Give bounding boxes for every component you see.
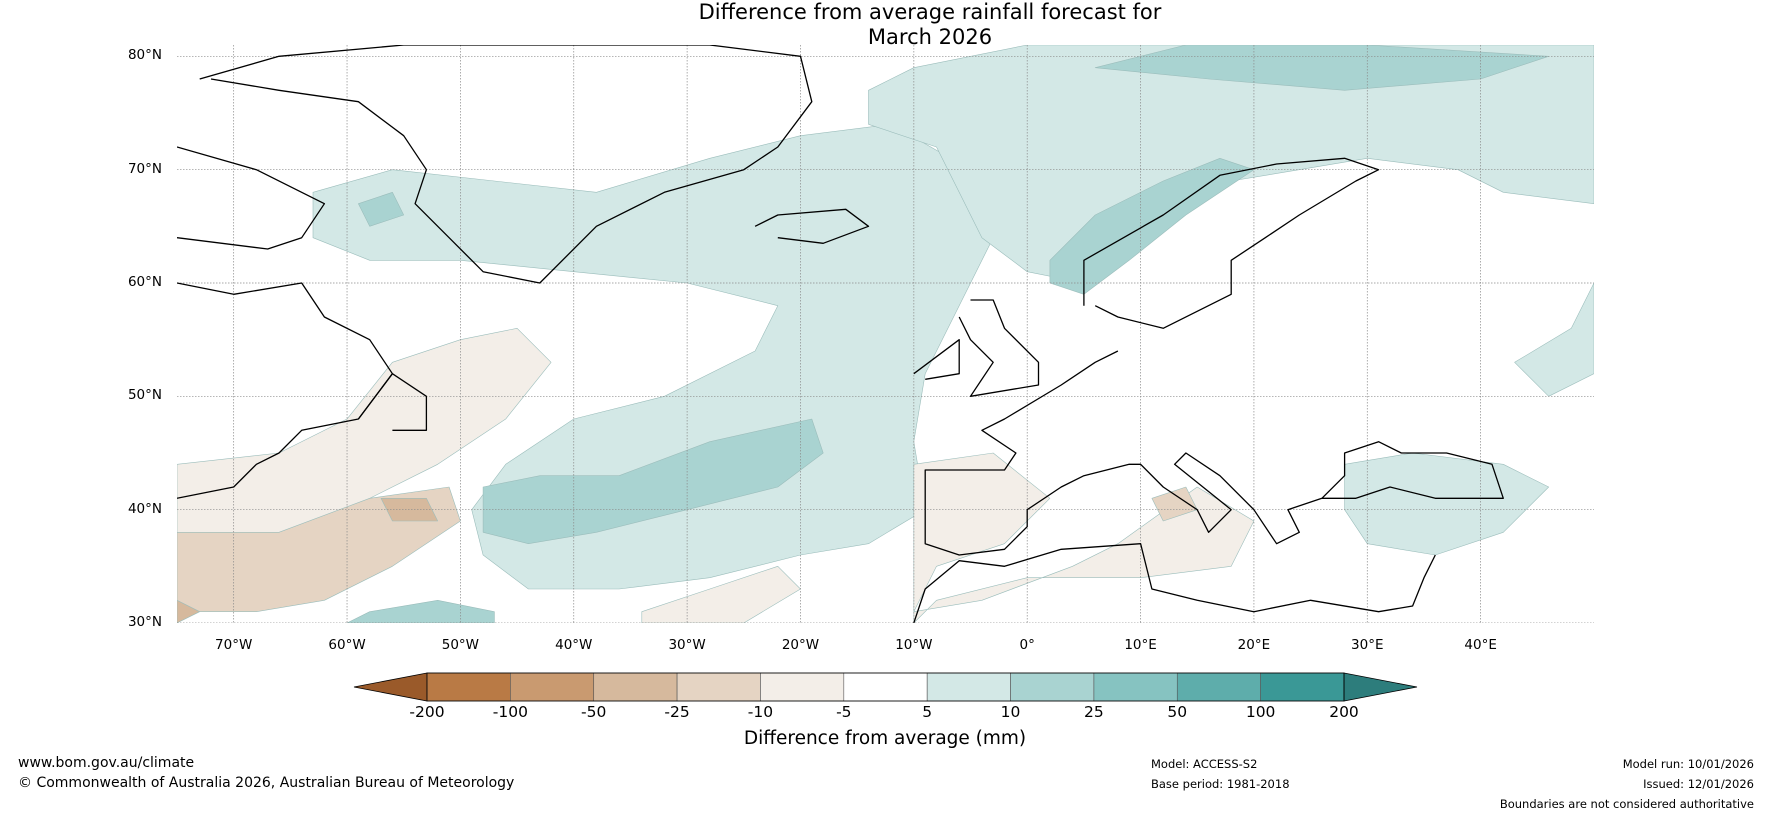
- footer-issued: Issued: 12/01/2026: [1643, 777, 1754, 791]
- colorbar-tick-label: -5: [836, 703, 852, 721]
- colorbar-tick-label: 50: [1167, 703, 1188, 721]
- colorbar-tick-label: -25: [664, 703, 690, 721]
- latitude-label: 70°N: [127, 160, 162, 177]
- coastline-north-africa-coast: [913, 543, 1436, 623]
- anomaly-region-atlantic-wet-south: [346, 599, 495, 623]
- colorbar-tick-label: 5: [922, 703, 933, 721]
- anomaly-regions: [177, 45, 1594, 623]
- longitude-label: 10°E: [1124, 637, 1157, 653]
- colorbar-tick-label: 200: [1329, 703, 1359, 721]
- anomaly-region-western-atlantic-dry-south: [177, 599, 200, 623]
- colorbar-tick-label: -100: [492, 703, 528, 721]
- gridlines: [177, 45, 1594, 623]
- colorbar-segment: [1093, 672, 1178, 702]
- latitude-label: 40°N: [127, 500, 162, 517]
- longitude-label: 40°E: [1464, 637, 1497, 653]
- longitude-label: 20°W: [781, 637, 820, 653]
- colorbar-segment: [676, 672, 761, 702]
- coastline-scandinavia-coast: [1083, 157, 1380, 329]
- colorbar-frame: [426, 672, 1345, 702]
- colorbar-tick-label: 100: [1245, 703, 1276, 721]
- longitude-label: 30°W: [668, 637, 706, 653]
- coastline-greenland: [199, 45, 813, 284]
- colorbar-segment: [1176, 672, 1261, 702]
- footer-model-run: Model run: 10/01/2026: [1622, 757, 1754, 771]
- longitude-label: 30°E: [1351, 637, 1384, 653]
- colorbar-tick-label: 10: [1000, 703, 1021, 721]
- colorbar-segment: [593, 672, 678, 702]
- footer-copyright: © Commonwealth of Australia 2026, Austra…: [18, 775, 515, 791]
- anomaly-region-central-atlantic-wet: [482, 418, 824, 545]
- coastline-ireland: [913, 339, 960, 380]
- longitude-label: 0°: [1019, 637, 1035, 653]
- map-title-line1: Difference from average rainfall forecas…: [698, 0, 1162, 24]
- colorbar-segment: [1260, 672, 1345, 702]
- latitude-label: 80°N: [127, 47, 162, 64]
- anomaly-region-western-atlantic-dry: [177, 486, 461, 613]
- latitude-label: 30°N: [127, 614, 162, 630]
- footer-base-period: Base period: 1981-2018: [1151, 777, 1290, 791]
- colorbar-tick-label: -200: [409, 703, 445, 721]
- colorbar-tick-label: -50: [581, 703, 607, 721]
- longitude-label: 40°W: [555, 637, 593, 653]
- anomaly-region-black-sea-wet: [1344, 452, 1549, 556]
- colorbar-arrow-high: [1343, 672, 1418, 702]
- coastline-newfoundland: [357, 373, 428, 431]
- colorbar-tick-label: 25: [1084, 703, 1104, 721]
- footer-url: www.bom.gov.au/climate: [18, 755, 195, 771]
- latitude-label: 50°N: [127, 387, 162, 404]
- footer-disclaimer: Boundaries are not considered authoritat…: [1499, 797, 1754, 811]
- longitude-label: 60°W: [328, 637, 366, 653]
- anomaly-region-iberia-dry: [913, 452, 1255, 623]
- colorbar-segment: [760, 672, 845, 702]
- colorbar-arrow-low: [353, 672, 428, 702]
- coastline-britain: [958, 299, 1040, 397]
- colorbar-segment: [843, 672, 928, 702]
- colorbar-tick-label: -10: [747, 703, 774, 721]
- colorbar-segment: [1010, 672, 1095, 702]
- longitude-label: 20°E: [1237, 637, 1271, 653]
- colorbar-segment: [426, 672, 511, 702]
- coastline-baffin-labrador: [177, 146, 326, 250]
- longitude-label: 70°W: [215, 637, 253, 653]
- coastline-europe-west-coast: [924, 350, 1504, 556]
- longitude-label: 10°W: [895, 637, 933, 653]
- colorbar-segment: [926, 672, 1011, 702]
- anomaly-region-norway-coast-wet: [1049, 158, 1255, 295]
- longitude-label: 50°W: [441, 637, 480, 653]
- map-area: [177, 45, 1594, 623]
- map-title: Difference from average rainfall forecas…: [600, 0, 1260, 50]
- coastline-iceland: [754, 208, 870, 244]
- anomaly-region-labrador-sea-wet: [358, 192, 405, 227]
- colorbar-segment: [510, 672, 595, 702]
- colorbar-title: Difference from average (mm): [743, 728, 1027, 749]
- latitude-label: 60°N: [127, 274, 162, 290]
- anomaly-region-caspian-wet: [1514, 282, 1594, 397]
- coastlines: [177, 45, 1504, 623]
- footer-model: Model: ACCESS-S2: [1151, 757, 1258, 771]
- colorbar: [353, 672, 1418, 702]
